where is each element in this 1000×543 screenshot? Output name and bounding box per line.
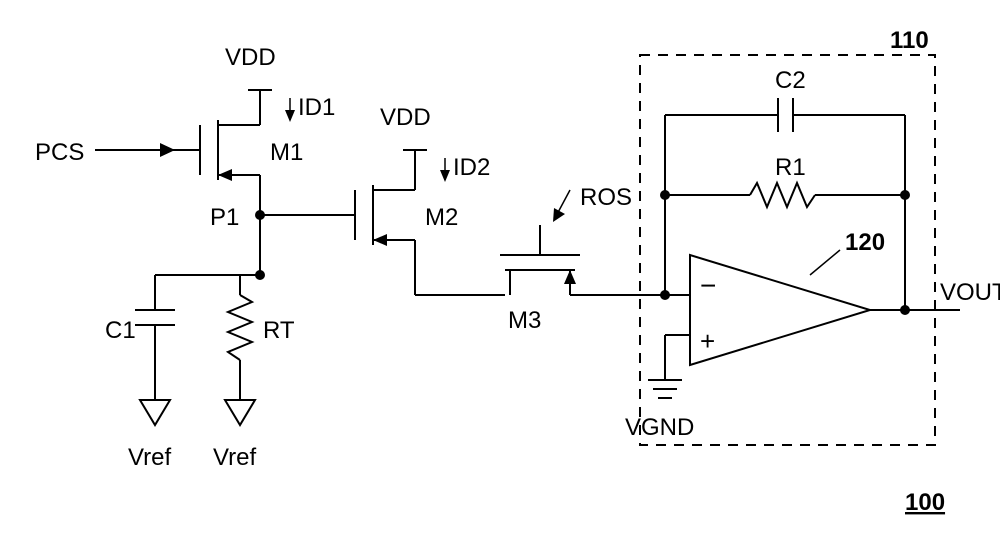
label-vref2: Vref	[213, 444, 256, 471]
label-id1: ID1	[298, 94, 335, 121]
label-vdd1: VDD	[225, 44, 276, 71]
label-id2: ID2	[453, 154, 490, 181]
label-m3: M3	[508, 307, 541, 334]
label-vdd2: VDD	[380, 104, 431, 131]
label-c2: C2	[775, 67, 806, 94]
label-ros: ROS	[580, 184, 632, 211]
label-r1: R1	[775, 154, 806, 181]
label-110: 110	[890, 27, 929, 54]
label-vout1: VOUT1	[940, 279, 1000, 306]
label-vref1: Vref	[128, 444, 171, 471]
opamp-minus: −	[700, 270, 716, 301]
label-p1: P1	[210, 204, 239, 231]
label-c1: C1	[105, 317, 136, 344]
label-pcs: PCS	[35, 139, 84, 166]
opamp-plus: +	[700, 326, 715, 356]
label-vgnd: VGND	[625, 414, 694, 441]
label-m1: M1	[270, 139, 303, 166]
label-100: 100	[905, 489, 945, 516]
label-120: 120	[845, 229, 885, 256]
label-rt: RT	[263, 317, 295, 344]
circuit-diagram: PCS VDD ID1 M1 P1 C1 Vref RT Vref	[0, 0, 1000, 543]
label-m2: M2	[425, 204, 458, 231]
